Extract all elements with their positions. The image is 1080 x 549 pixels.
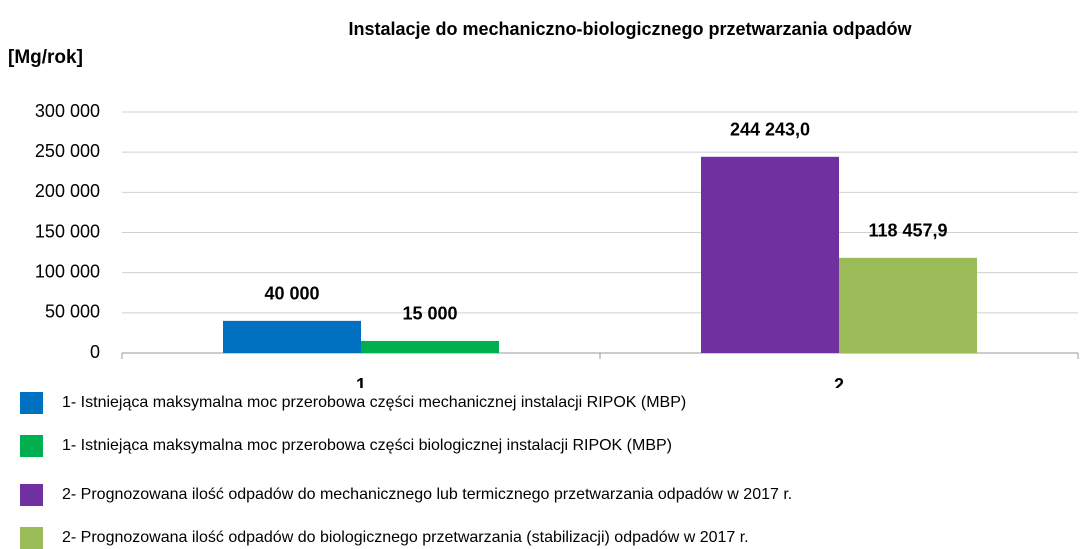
- bar: [361, 340, 499, 353]
- y-tick-label: 200 000: [35, 181, 100, 201]
- chart-title: Instalacje do mechaniczno-biologicznego …: [348, 19, 912, 39]
- y-tick-label: 150 000: [35, 221, 100, 241]
- legend-label: 2- Prognozowana ilość odpadów do mechani…: [62, 486, 792, 503]
- legend-swatch: [20, 527, 43, 549]
- x-tick-label: 2: [834, 375, 844, 395]
- data-label: 15 000: [402, 304, 457, 324]
- data-label: 40 000: [264, 284, 319, 304]
- legend-label: 2- Prognozowana ilość odpadów do biologi…: [62, 529, 749, 546]
- bar: [701, 156, 839, 353]
- y-tick-label: 300 000: [35, 101, 100, 121]
- y-axis-label: [Mg/rok]: [8, 47, 83, 68]
- bar: [839, 257, 977, 353]
- legend-swatch: [20, 435, 43, 457]
- y-tick-label: 250 000: [35, 141, 100, 161]
- bar: [223, 320, 361, 353]
- y-tick-label: 100 000: [35, 261, 100, 281]
- legend-swatch: [20, 484, 43, 506]
- legend-swatch: [20, 392, 43, 414]
- data-label: 244 243,0: [730, 120, 810, 140]
- data-label: 118 457,9: [868, 221, 947, 241]
- y-tick-label: 0: [90, 342, 100, 362]
- y-tick-label: 50 000: [45, 302, 100, 322]
- legend-label: 1- Istniejąca maksymalna moc przerobowa …: [62, 437, 672, 454]
- legend-label: 1- Istniejąca maksymalna moc przerobowa …: [62, 394, 686, 411]
- legend-background: [0, 388, 1080, 549]
- x-tick-label: 1: [356, 375, 366, 395]
